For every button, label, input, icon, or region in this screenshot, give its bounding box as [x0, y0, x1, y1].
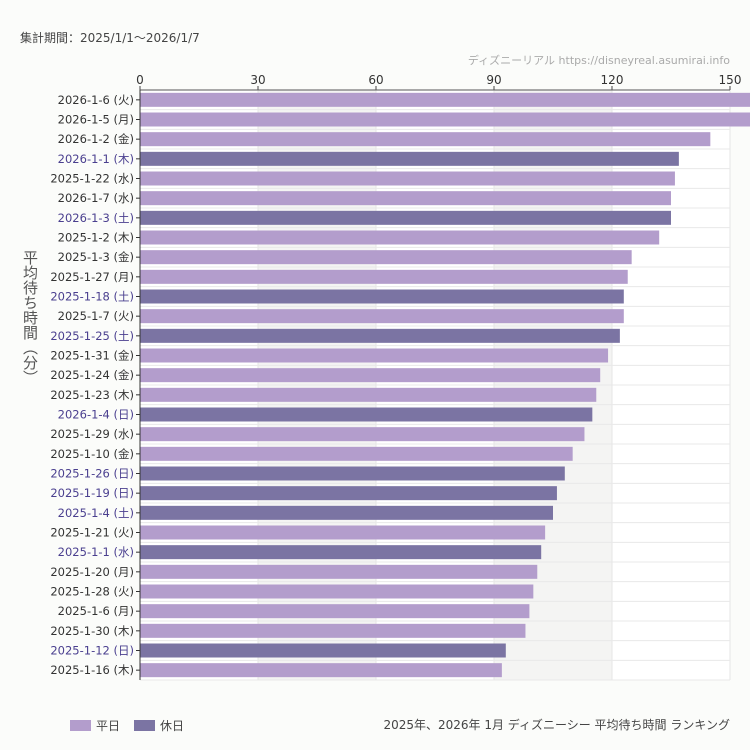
bar [140, 466, 565, 481]
bar [140, 604, 530, 619]
bar-chart: 0 30 60 90 120 150 2026-1-6 (火) 2026-1-5 (月) 202… [50, 73, 750, 681]
bar [140, 191, 671, 206]
bar [140, 309, 624, 324]
y-tick-label: 2025-1-20 (月) [50, 565, 134, 579]
x-tick-label: 0 [136, 73, 144, 87]
bar [140, 486, 557, 501]
bar [140, 368, 601, 383]
bar [140, 132, 711, 147]
bar [140, 250, 632, 265]
y-tick-label: 2025-1-3 (金) [58, 250, 134, 264]
y-tick-label: 2025-1-18 (土) [50, 290, 134, 304]
bar [140, 663, 502, 678]
y-tick-label: 2025-1-12 (日) [50, 644, 134, 658]
y-tick-label: 2026-1-6 (火) [58, 93, 134, 107]
y-tick-label: 2026-1-7 (水) [58, 191, 134, 205]
y-tick-label: 2025-1-31 (金) [50, 349, 134, 363]
bar [140, 505, 553, 520]
bar [140, 545, 542, 560]
legend-item-weekday[interactable]: 平日 [70, 717, 120, 734]
bar [140, 348, 609, 363]
y-tick-label: 2025-1-29 (水) [50, 427, 134, 441]
site-credit: ディズニーリアル https://disneyreal.asumirai.inf… [467, 54, 730, 67]
bar [140, 623, 526, 638]
bar [140, 151, 679, 166]
y-tick-label: 2025-1-16 (木) [50, 663, 134, 677]
x-tick-label: 150 [719, 73, 742, 87]
y-tick-label: 2025-1-2 (木) [58, 231, 134, 245]
bar [140, 171, 675, 186]
y-tick-label: 2025-1-26 (日) [50, 467, 134, 481]
bar [140, 643, 506, 658]
y-tick-label: 2025-1-22 (水) [50, 172, 134, 186]
bar [140, 446, 573, 461]
bar [140, 387, 597, 402]
legend-item-holiday[interactable]: 休日 [134, 717, 184, 734]
y-tick-label: 2025-1-23 (木) [50, 388, 134, 402]
x-tick-label: 120 [601, 73, 624, 87]
y-tick-label: 2025-1-10 (金) [50, 447, 134, 461]
x-tick-label: 60 [368, 73, 383, 87]
y-tick-label: 2025-1-24 (金) [50, 368, 134, 382]
bar [140, 210, 671, 225]
bar [140, 525, 546, 540]
bar [140, 269, 628, 284]
bar [140, 289, 624, 304]
y-tick-label: 2025-1-25 (土) [50, 329, 134, 343]
bar [140, 230, 660, 245]
aggregation-period: 集計期間：2025/1/1～2026/1/7 [20, 31, 200, 45]
y-tick-label: 2026-1-5 (月) [58, 113, 134, 127]
y-tick-label: 2025-1-28 (火) [50, 585, 134, 599]
y-tick-label: 2025-1-6 (月) [58, 604, 134, 618]
chart-title: 2025年、2026年 1月 ディズニーシー 平均待ち時間 ランキング [383, 718, 730, 732]
y-tick-label: 2026-1-2 (金) [58, 132, 134, 146]
y-tick-label: 2025-1-19 (日) [50, 486, 134, 500]
x-tick-label: 90 [486, 73, 501, 87]
bar [140, 328, 620, 343]
y-tick-label: 2026-1-4 (日) [58, 408, 134, 422]
y-tick-label: 2025-1-7 (火) [58, 309, 134, 323]
legend-swatch [70, 720, 91, 731]
y-axis-label: 平均待ち時間（分） [21, 250, 39, 385]
bar [140, 427, 585, 442]
bar [140, 112, 750, 127]
y-tick-label: 2026-1-3 (土) [58, 211, 134, 225]
bar [140, 92, 750, 107]
bar [140, 584, 534, 599]
legend-swatch [134, 720, 156, 731]
x-tick-label: 30 [250, 73, 265, 87]
bar [140, 564, 538, 579]
y-tick-label: 2025-1-30 (木) [50, 624, 134, 638]
y-tick-label: 2025-1-1 (水) [58, 545, 134, 559]
y-tick-label: 2026-1-1 (木) [58, 152, 134, 166]
y-tick-label: 2025-1-4 (土) [58, 506, 134, 520]
bar [140, 407, 593, 422]
legend: 平日 休日 [70, 717, 184, 734]
y-tick-label: 2025-1-27 (月) [50, 270, 134, 284]
legend-label: 平日 [96, 719, 121, 733]
y-tick-label: 2025-1-21 (火) [50, 526, 134, 540]
legend-label: 休日 [160, 719, 185, 733]
